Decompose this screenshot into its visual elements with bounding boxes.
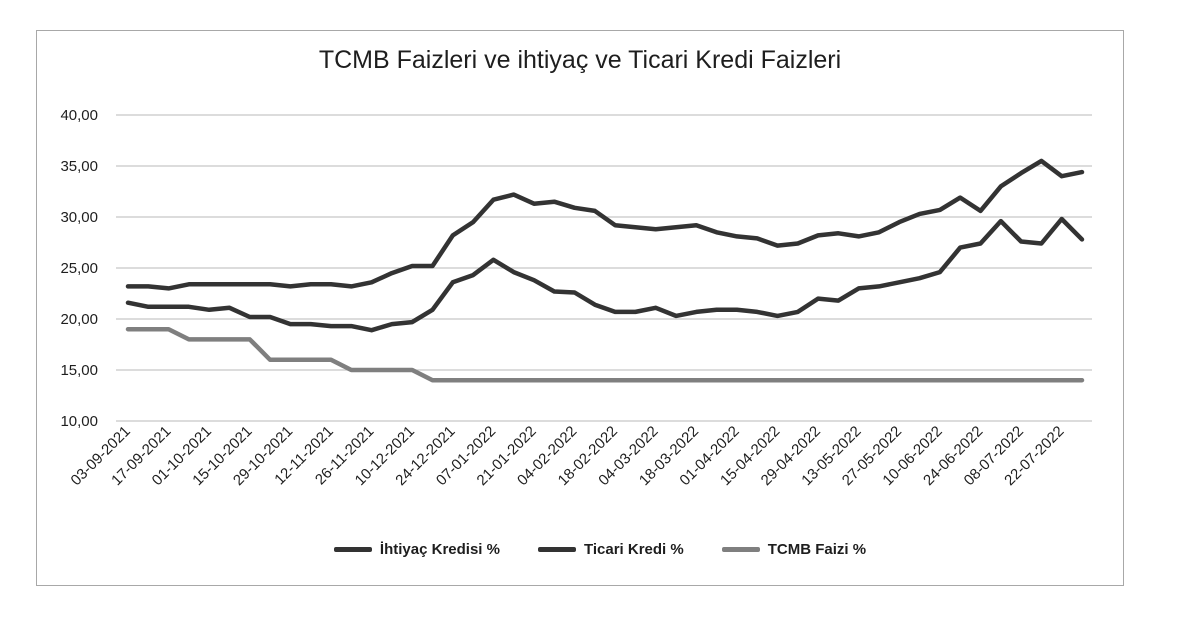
legend: İhtiyaç Kredisi % Ticari Kredi % TCMB Fa… — [0, 541, 1200, 558]
series-line-tcmb-faizi — [125, 326, 1085, 383]
y-tick-label: 15,00 — [60, 362, 98, 379]
legend-item-ihtiyac: İhtiyaç Kredisi % — [333, 541, 500, 558]
y-tick-label: 30,00 — [60, 209, 98, 226]
y-tick-label: 20,00 — [60, 311, 98, 328]
x-axis-ticks: 03-09-202117-09-202101-10-202115-10-2021… — [68, 423, 1068, 489]
y-tick-label: 40,00 — [60, 107, 98, 124]
legend-swatch-tcmb — [721, 547, 760, 552]
legend-swatch-ticari — [537, 547, 576, 552]
gridlines — [116, 114, 1092, 422]
legend-label-ticari: Ticari Kredi % — [583, 541, 684, 558]
y-tick-label: 25,00 — [60, 260, 98, 277]
y-axis-ticks: 10,00 15,00 20,00 25,00 30,00 35,00 40,00 — [60, 107, 98, 430]
legend-item-ticari: Ticari Kredi % — [537, 541, 684, 558]
chart-title: TCMB Faizleri ve ihtiyaç ve Ticari Kredi… — [318, 46, 842, 74]
series-lines — [125, 158, 1085, 383]
legend-label-tcmb: TCMB Faizi % — [767, 541, 867, 558]
legend-item-tcmb: TCMB Faizi % — [721, 541, 867, 558]
series-line-ihtiyac-kredisi — [125, 158, 1085, 291]
series-line-ticari-kredi — [125, 216, 1085, 333]
legend-swatch-ihtiyac — [333, 547, 372, 552]
y-tick-label: 35,00 — [60, 158, 98, 175]
legend-label-ihtiyac: İhtiyaç Kredisi % — [379, 541, 500, 558]
y-tick-label: 10,00 — [60, 413, 98, 430]
